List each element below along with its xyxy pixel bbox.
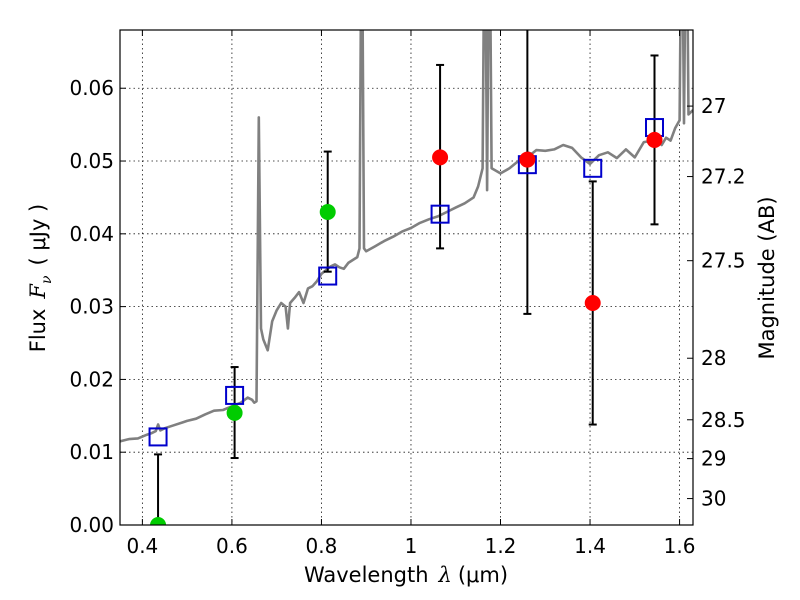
y-tick-label: 0.04 <box>69 222 114 246</box>
model-band-square <box>583 158 603 178</box>
mag-tick-label: 29 <box>701 447 726 471</box>
mag-tick-label: 27.2 <box>701 165 746 189</box>
observed-flux-point <box>584 294 601 311</box>
y-tick-label: 0.05 <box>69 149 114 173</box>
y-tick-label: 0.00 <box>69 513 114 537</box>
observed-flux-point <box>519 151 536 168</box>
model-band-square <box>225 385 245 405</box>
mag-tick-label: 27.5 <box>701 249 746 273</box>
mag-tick-label: 30 <box>701 487 726 511</box>
observed-flux-point <box>226 404 243 421</box>
x-tick-label: 1 <box>405 534 418 558</box>
x-tick-label: 1.2 <box>485 534 517 558</box>
y-tick-label: 0.06 <box>69 76 114 100</box>
y-tick-label: 0.02 <box>69 367 114 391</box>
mag-tick-label: 27 <box>701 94 726 118</box>
y-axis-title: FluxFν( μJy ) <box>26 204 55 352</box>
axis-ticks: 0.4 0.6 0.8 1 1.2 1.4 1.6 0.00 0.01 0.02 0.03 0.04 0… <box>69 30 746 558</box>
mag-tick-label: 28 <box>701 346 726 370</box>
observed-flux-point <box>150 517 167 525</box>
model-band-square <box>430 204 450 224</box>
observed-flux-point <box>646 131 663 148</box>
model-band-layer <box>148 118 665 447</box>
x-tick-label: 1.4 <box>574 534 606 558</box>
observed-point-layer <box>150 131 663 525</box>
x-tick-label: 1.6 <box>664 534 696 558</box>
y-tick-label: 0.03 <box>69 295 114 319</box>
observed-flux-point <box>432 149 449 166</box>
model-band-square <box>148 427 168 447</box>
x-tick-label: 0.8 <box>306 534 338 558</box>
mag-tick-label: 28.5 <box>701 408 746 432</box>
x-tick-label: 0.4 <box>126 534 158 558</box>
y2-axis-title: Magnitude (AB) <box>755 196 779 359</box>
model-band-square <box>318 266 338 286</box>
plot-frame <box>119 29 694 526</box>
x-tick-label: 0.6 <box>216 534 248 558</box>
x-axis-title: Wavelength λ (μm) <box>304 563 508 587</box>
observed-flux-point <box>319 203 336 220</box>
y-tick-label: 0.01 <box>69 440 114 464</box>
